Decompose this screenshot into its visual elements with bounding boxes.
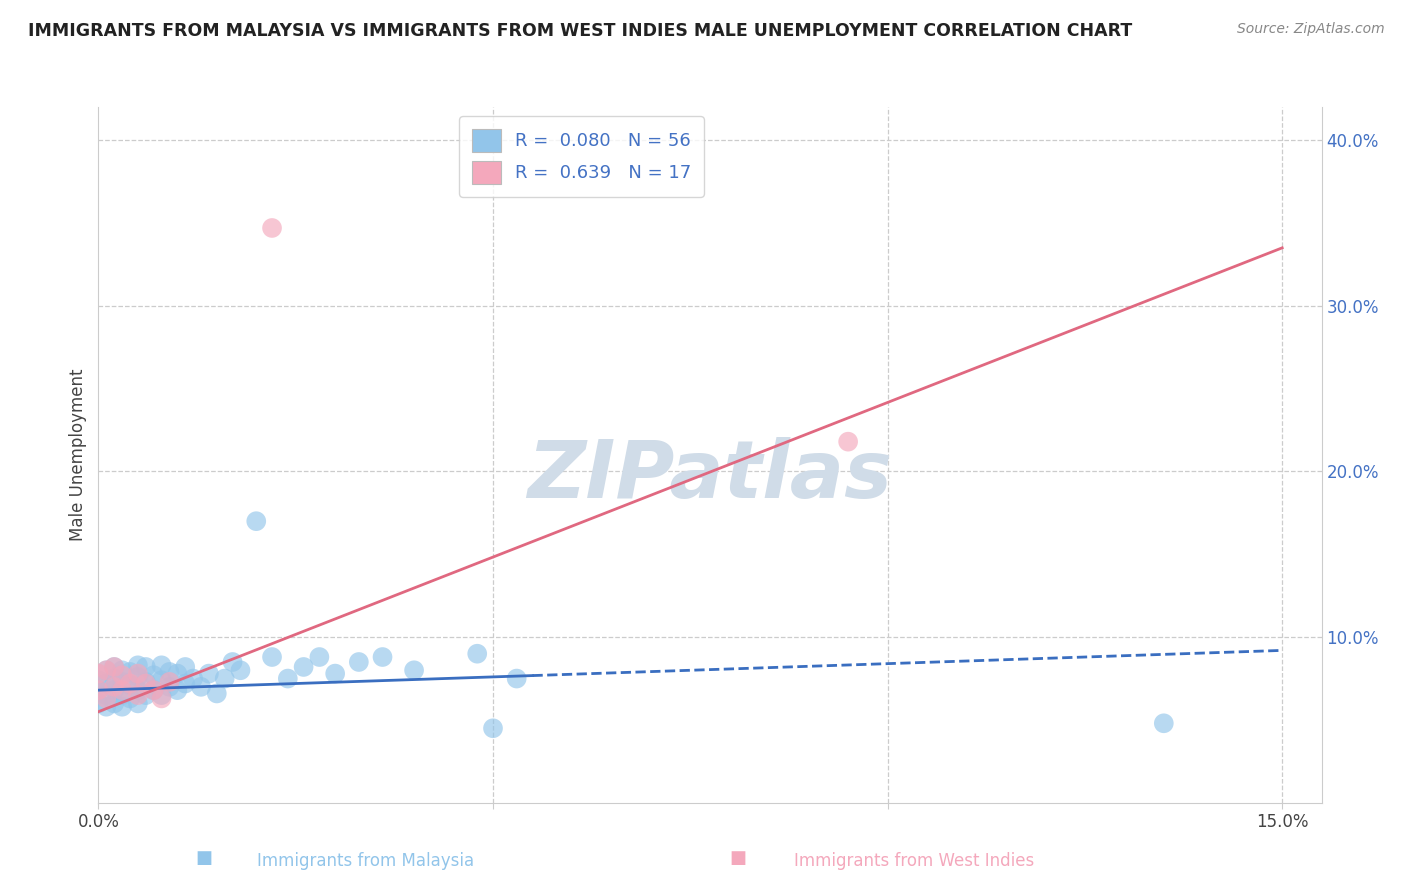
Point xyxy=(166,683,188,698)
Point xyxy=(404,663,426,677)
Point xyxy=(127,658,149,673)
Point xyxy=(205,686,228,700)
Text: ■: ■ xyxy=(195,849,212,867)
Point xyxy=(135,660,157,674)
Point xyxy=(190,680,212,694)
Text: ZIPatlas: ZIPatlas xyxy=(527,437,893,515)
Point xyxy=(482,721,505,735)
Point xyxy=(111,683,134,698)
Point xyxy=(111,663,134,677)
Text: ■: ■ xyxy=(730,849,747,867)
Point xyxy=(87,666,110,681)
Point xyxy=(135,688,157,702)
Legend: R =  0.080   N = 56, R =  0.639   N = 17: R = 0.080 N = 56, R = 0.639 N = 17 xyxy=(460,116,704,197)
Point xyxy=(150,688,173,702)
Point xyxy=(96,688,118,702)
Point xyxy=(118,676,141,690)
Point xyxy=(198,666,221,681)
Point xyxy=(229,663,252,677)
Point xyxy=(96,663,118,677)
Point xyxy=(118,678,141,692)
Point xyxy=(87,673,110,688)
Point xyxy=(87,697,110,711)
Point xyxy=(159,680,181,694)
Point xyxy=(245,514,267,528)
Point xyxy=(96,676,118,690)
Point xyxy=(103,672,125,686)
Point xyxy=(127,697,149,711)
Point xyxy=(96,699,118,714)
Point xyxy=(505,672,527,686)
Point xyxy=(118,691,141,706)
Point xyxy=(87,683,110,698)
Point xyxy=(142,683,165,698)
Point xyxy=(135,676,157,690)
Point xyxy=(150,691,173,706)
Point xyxy=(174,676,197,690)
Point xyxy=(837,434,859,449)
Point xyxy=(127,670,149,684)
Y-axis label: Male Unemployment: Male Unemployment xyxy=(69,368,87,541)
Point xyxy=(111,699,134,714)
Point xyxy=(103,683,125,698)
Text: Immigrants from West Indies: Immigrants from West Indies xyxy=(794,852,1033,870)
Point xyxy=(103,660,125,674)
Point xyxy=(323,666,346,681)
Point xyxy=(308,650,330,665)
Point xyxy=(118,665,141,679)
Point xyxy=(87,683,110,698)
Point xyxy=(174,660,197,674)
Point xyxy=(159,674,181,689)
Point xyxy=(465,647,488,661)
Point xyxy=(127,683,149,698)
Point xyxy=(371,650,394,665)
Point xyxy=(150,673,173,688)
Point xyxy=(142,668,165,682)
Text: Immigrants from Malaysia: Immigrants from Malaysia xyxy=(257,852,474,870)
Point xyxy=(135,674,157,689)
Point xyxy=(214,672,236,686)
Point xyxy=(150,658,173,673)
Point xyxy=(260,650,283,665)
Point xyxy=(96,691,118,706)
Point xyxy=(127,688,149,702)
Point xyxy=(221,655,243,669)
Text: IMMIGRANTS FROM MALAYSIA VS IMMIGRANTS FROM WEST INDIES MALE UNEMPLOYMENT CORREL: IMMIGRANTS FROM MALAYSIA VS IMMIGRANTS F… xyxy=(28,22,1132,40)
Point xyxy=(127,666,149,681)
Point xyxy=(111,668,134,682)
Point xyxy=(347,655,370,669)
Text: Source: ZipAtlas.com: Source: ZipAtlas.com xyxy=(1237,22,1385,37)
Point xyxy=(159,665,181,679)
Point xyxy=(111,674,134,689)
Point xyxy=(103,697,125,711)
Point xyxy=(103,660,125,674)
Point xyxy=(142,683,165,698)
Point xyxy=(277,672,299,686)
Point xyxy=(103,680,125,694)
Point xyxy=(166,666,188,681)
Point xyxy=(292,660,315,674)
Point xyxy=(111,688,134,702)
Point xyxy=(181,672,204,686)
Point xyxy=(260,221,283,235)
Point xyxy=(1153,716,1175,731)
Point xyxy=(96,663,118,677)
